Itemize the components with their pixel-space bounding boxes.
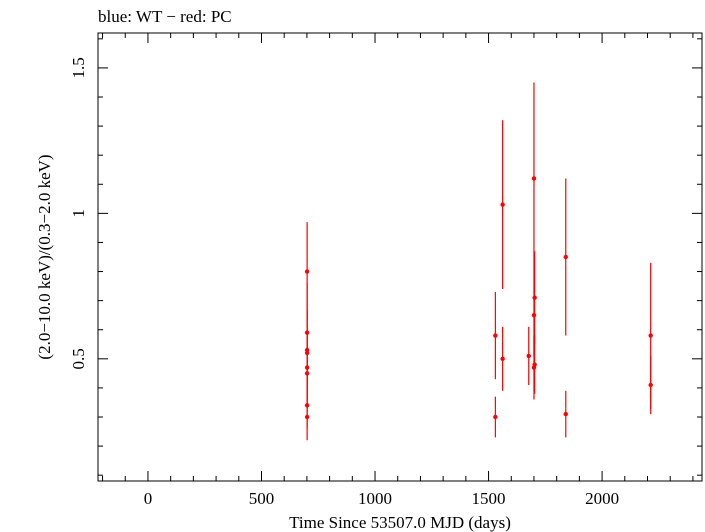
y-tick-label: 1 [69,209,88,218]
y-axis-label: (2.0−10.0 keV)/(0.3−2.0 keV) [35,154,54,359]
x-tick-label: 0 [144,489,153,508]
data-point [648,382,653,388]
data-point [563,411,568,417]
data-point [304,371,310,376]
x-tick-label: 500 [249,489,275,508]
data-point [304,269,310,274]
data-point [648,333,653,338]
data-point [563,254,568,260]
x-tick-label: 2000 [585,489,619,508]
axis-ticks: 0 500 1000 1500 2000 0.5 1 1.5 [69,33,702,508]
data-points [304,82,653,441]
data-point [526,353,531,359]
data-point [531,365,537,370]
data-point [304,414,310,420]
x-axis-label: Time Since 53507.0 MJD (days) [289,513,511,532]
chart-title: blue: WT − red: PC [98,7,232,26]
plot-frame [97,32,703,482]
data-point [531,176,537,181]
y-tick-label: 0.5 [69,348,88,369]
data-point [493,414,498,420]
x-tick-label: 1500 [472,489,506,508]
data-point [531,312,537,318]
y-tick-label: 1.5 [69,57,88,78]
data-point [532,295,537,300]
data-point [493,333,498,338]
x-tick-label: 1000 [358,489,392,508]
data-point [500,356,505,362]
data-point [500,202,505,207]
